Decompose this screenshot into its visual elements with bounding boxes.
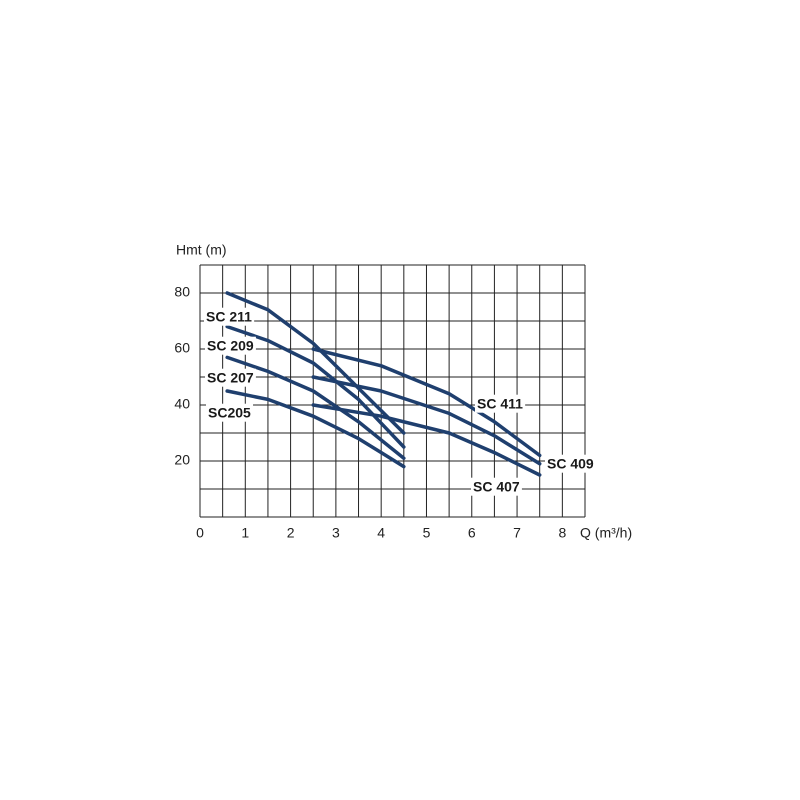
x-tick-label: 5 bbox=[423, 525, 431, 541]
series-label: SC205 bbox=[208, 405, 251, 421]
pump-curve bbox=[225, 355, 406, 460]
label-background bbox=[206, 403, 254, 422]
series-label: SC 207 bbox=[207, 370, 254, 386]
y-tick-label: 20 bbox=[174, 452, 190, 468]
series-label: SC 211 bbox=[206, 309, 252, 325]
y-tick-label: 80 bbox=[174, 284, 190, 300]
x-tick-label: 1 bbox=[241, 525, 249, 541]
series-label: SC 209 bbox=[207, 338, 254, 354]
label-background bbox=[205, 336, 256, 355]
label-background bbox=[545, 454, 596, 473]
pump-curve bbox=[311, 347, 542, 458]
series-label: SC 407 bbox=[473, 479, 520, 495]
label-background bbox=[471, 477, 522, 496]
x-tick-label: 0 bbox=[196, 525, 204, 541]
x-axis-label: Q (m³/h) bbox=[580, 525, 632, 541]
x-tick-label: 7 bbox=[513, 525, 521, 541]
pump-curve bbox=[311, 375, 542, 466]
label-background bbox=[475, 394, 526, 413]
series-label: SC 409 bbox=[547, 456, 594, 472]
pump-curve bbox=[311, 403, 542, 477]
x-tick-label: 8 bbox=[558, 525, 566, 541]
x-tick-label: 4 bbox=[377, 525, 385, 541]
y-tick-label: 60 bbox=[174, 340, 190, 356]
pump-curve bbox=[225, 291, 406, 435]
y-axis-label: Hmt (m) bbox=[176, 242, 227, 258]
x-tick-label: 2 bbox=[287, 525, 295, 541]
y-tick-label: 40 bbox=[174, 396, 190, 412]
pump-curve bbox=[225, 389, 406, 469]
series-label: SC 411 bbox=[477, 396, 523, 412]
x-tick-label: 3 bbox=[332, 525, 340, 541]
label-background bbox=[205, 368, 256, 387]
x-tick-label: 6 bbox=[468, 525, 476, 541]
label-background bbox=[204, 307, 255, 326]
